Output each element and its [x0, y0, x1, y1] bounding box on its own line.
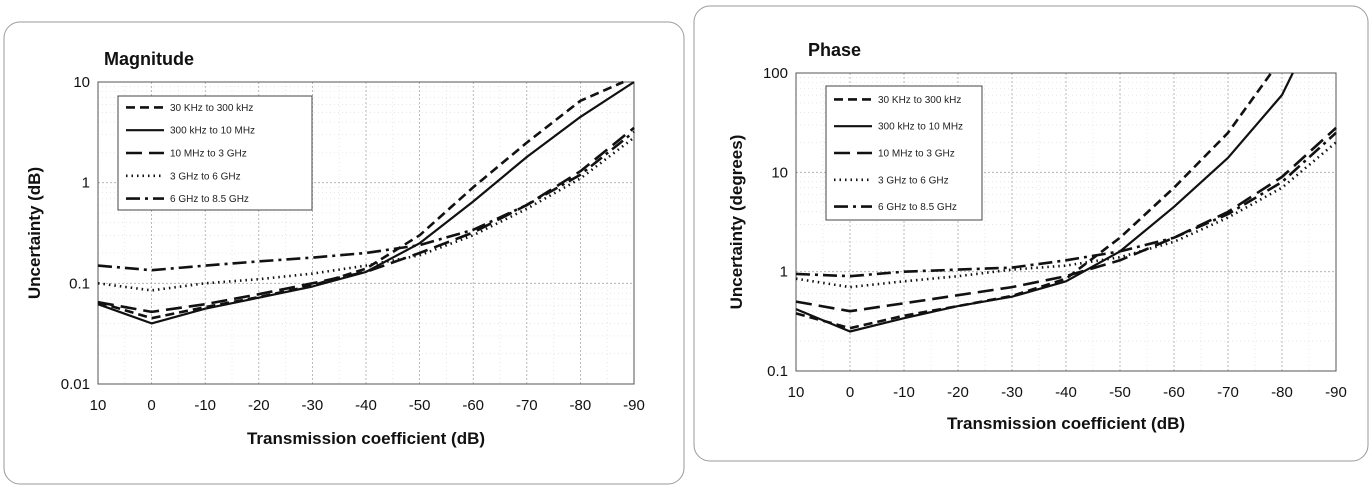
x-tick-label: 10	[788, 384, 805, 401]
x-tick-label: 0	[846, 384, 854, 401]
x-tick-label: -20	[248, 397, 270, 414]
x-tick-label: -80	[1271, 384, 1293, 401]
x-tick-label: 0	[147, 397, 155, 414]
legend: 30 KHz to 300 kHz 300 kHz to 10 MHz 10 MHz…	[825, 85, 983, 221]
x-axis-title: Transmission coefficient (dB)	[947, 414, 1185, 433]
x-tick-label: -60	[462, 397, 484, 414]
plot-border	[795, 72, 1337, 372]
legend-label: 3 GHz to 6 GHz	[170, 171, 241, 182]
legend-label: 3 GHz to 6 GHz	[878, 175, 949, 186]
left-panel-frame	[3, 21, 685, 485]
y-tick-label: 1	[780, 264, 788, 281]
y-tick-label: 1	[82, 175, 90, 192]
y-tick-label: 10	[73, 74, 90, 91]
series-line-solid	[795, 72, 1294, 333]
x-tick-label: -60	[1163, 384, 1185, 401]
x-tick-label: -70	[1217, 384, 1239, 401]
series-line-solid	[97, 81, 635, 325]
legend-label: 300 kHz to 10 MHz	[878, 122, 963, 133]
x-tick-label: -10	[893, 384, 915, 401]
x-axis-title: Transmission coefficient (dB)	[247, 429, 485, 448]
legend-label: 6 GHz to 8.5 GHz	[878, 202, 957, 213]
x-tick-label: -50	[1109, 384, 1131, 401]
x-tick-label: -30	[1001, 384, 1023, 401]
x-tick-label: -70	[516, 397, 538, 414]
legend-label: 30 KHz to 300 kHz	[878, 95, 961, 106]
chart-title: Phase	[808, 40, 861, 60]
x-tick-label: -50	[409, 397, 431, 414]
x-tick-label: -30	[302, 397, 324, 414]
series-line-dot	[795, 141, 1337, 289]
legend-label: 10 MHz to 3 GHz	[878, 149, 955, 160]
legend-label: 6 GHz to 8.5 GHz	[170, 194, 249, 205]
right-panel-frame	[693, 5, 1369, 462]
x-tick-label: -90	[1325, 384, 1347, 401]
y-tick-label: 100	[763, 65, 788, 82]
x-tick-label: 10	[90, 397, 107, 414]
legend: 30 KHz to 300 kHz 300 kHz to 10 MHz 10 MHz…	[117, 95, 313, 211]
y-axis-title: Uncertainty (degrees)	[727, 135, 746, 310]
y-tick-label: 0.1	[767, 363, 788, 380]
legend-box	[825, 85, 983, 221]
x-tick-label: -80	[570, 397, 592, 414]
x-tick-label: -20	[947, 384, 969, 401]
y-tick-label: 0.01	[61, 376, 90, 393]
series-line-dashdot	[97, 130, 635, 272]
x-tick-label: -90	[623, 397, 645, 414]
x-tick-label: -40	[355, 397, 377, 414]
series-line-longdash	[97, 126, 635, 314]
chart-title: Magnitude	[104, 49, 194, 69]
y-tick-label: 10	[771, 164, 788, 181]
series-line-dash	[97, 80, 624, 320]
x-tick-label: -40	[1055, 384, 1077, 401]
series-line-dot	[97, 136, 635, 292]
x-tick-label: -10	[194, 397, 216, 414]
legend-label: 300 kHz to 10 MHz	[170, 126, 255, 137]
legend-label: 10 MHz to 3 GHz	[170, 149, 247, 160]
series-line-longdash	[795, 126, 1337, 313]
plot-border	[97, 81, 635, 385]
series-line-dashdot	[795, 131, 1337, 278]
y-tick-label: 0.1	[69, 275, 90, 292]
y-axis-title: Uncertainty (dB)	[25, 167, 44, 299]
legend-label: 30 KHz to 300 kHz	[170, 103, 253, 114]
